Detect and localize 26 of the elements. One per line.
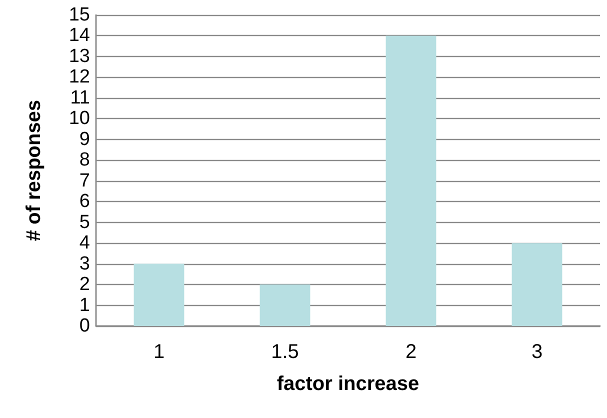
x-tick-label: 3 (531, 341, 543, 363)
y-tick-label: 15 (68, 4, 90, 26)
y-tick-label: 8 (79, 150, 90, 171)
bar (386, 36, 436, 326)
y-tick-label: 4 (79, 232, 90, 254)
x-axis-title: factor increase (276, 373, 420, 395)
y-tick-label: 2 (79, 274, 90, 296)
y-tick-label: 10 (68, 108, 90, 130)
y-tick-label: 13 (68, 46, 90, 67)
y-axis-title: # of responses (23, 100, 45, 242)
y-tick-label: 1 (79, 294, 90, 316)
x-tick-label: 1 (153, 341, 165, 363)
x-tick-label: 1.5 (271, 341, 299, 363)
y-tick-label: 0 (79, 316, 90, 336)
y-tick-label: 11 (70, 87, 90, 108)
bar (260, 284, 310, 326)
bar (134, 264, 184, 326)
bar (512, 243, 562, 326)
y-tick-label: 14 (68, 25, 90, 46)
y-tick-label: 5 (79, 212, 90, 233)
y-tick-label: 12 (68, 66, 90, 88)
y-tick-label: 9 (79, 128, 90, 150)
y-tick-label: 3 (79, 253, 90, 274)
x-tick-label: 2 (405, 341, 417, 363)
y-tick-label: 7 (79, 170, 90, 192)
y-tick-label: 6 (79, 191, 90, 212)
